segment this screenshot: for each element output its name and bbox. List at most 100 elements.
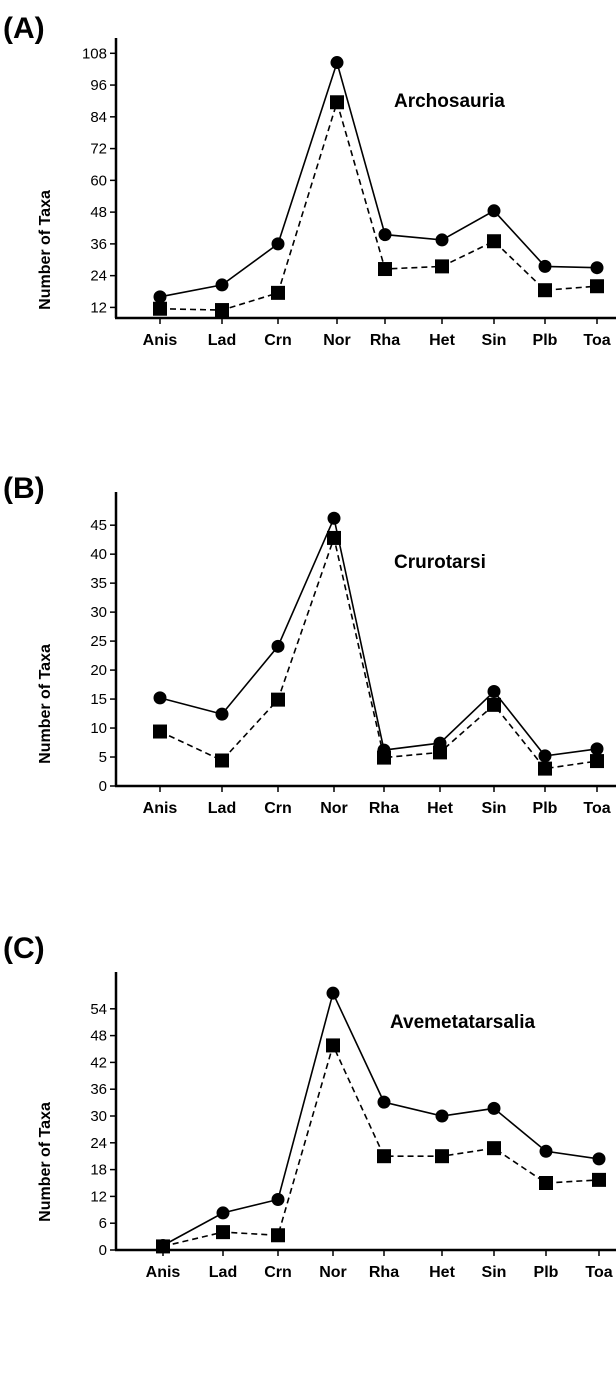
y-tick-label: 40 <box>90 546 107 563</box>
series-line-dashed-b <box>159 534 598 770</box>
data-point-square <box>271 285 285 300</box>
plot-area-b: 0 5 10 15 20 25 30 35 40 45 Anis Lad Crn Nor Rha Het Sin… <box>90 492 616 817</box>
y-tick-label: 10 <box>90 720 107 737</box>
data-point-circle <box>153 290 167 304</box>
y-tick-label: 30 <box>90 604 107 621</box>
chart-panel-c: (C) Number of Taxa Avemetatarsalia 0 6 12 1… <box>3 932 616 1281</box>
x-tick-label: Lad <box>209 1264 237 1281</box>
x-tick-label: Anis <box>146 1264 181 1281</box>
data-point-circle <box>487 1101 501 1115</box>
panel-label-b: (B) <box>3 472 45 505</box>
data-point-circle <box>153 691 167 705</box>
x-tick-label: Het <box>429 332 455 349</box>
y-axis-label-a: Number of Taxa <box>37 190 54 310</box>
plot-area-c: 0 6 12 18 24 30 36 42 48 54 Anis Lad Crn Nor Rha Het Sin… <box>90 972 616 1281</box>
x-tick-label: Rha <box>369 800 399 817</box>
data-point-circle <box>538 749 552 763</box>
data-point-square <box>378 262 392 277</box>
x-tick-label: Crn <box>264 1264 292 1281</box>
chart-panel-b: (B) Number of Taxa Crurotarsi 0 5 10 15 20 25… <box>3 472 616 817</box>
y-tick-label: 108 <box>82 45 107 62</box>
data-point-circle <box>487 204 501 218</box>
x-tick-label: Crn <box>264 332 292 349</box>
y-tick-label: 20 <box>90 662 107 679</box>
data-point-circle <box>216 1206 230 1220</box>
plot-area-a: 12 24 36 48 60 72 84 96 108 Anis Lad Crn Nor Rha Het Si… <box>82 38 616 349</box>
y-axis-label-b: Number of Taxa <box>37 644 54 764</box>
chart-title-a: Archosauria <box>394 91 505 112</box>
y-tick-label: 5 <box>99 749 107 766</box>
x-tick-label: Nor <box>320 800 348 817</box>
x-tick-label: Toa <box>585 1264 612 1281</box>
y-tick-label: 0 <box>99 778 107 795</box>
data-point-circle <box>330 56 344 70</box>
data-point-square <box>330 95 344 110</box>
chart-title-c: Avemetatarsalia <box>390 1012 535 1033</box>
data-point-circle <box>271 639 285 653</box>
x-tick-label: Plb <box>533 332 558 349</box>
y-tick-label: 12 <box>90 1188 107 1205</box>
data-point-square <box>538 283 552 298</box>
data-point-circle <box>590 261 604 275</box>
data-point-square <box>538 761 552 776</box>
data-point-circle <box>590 742 604 756</box>
data-point-square <box>215 303 229 318</box>
data-point-circle <box>435 233 449 247</box>
data-point-circle <box>327 511 341 525</box>
x-tick-label: Plb <box>534 1264 559 1281</box>
y-tick-label: 60 <box>90 172 107 189</box>
y-tick-label: 96 <box>90 77 107 94</box>
data-point-circle <box>378 228 392 242</box>
data-point-square <box>153 724 167 739</box>
data-point-square <box>487 234 501 249</box>
data-point-square <box>215 753 229 768</box>
series-line-solid-b <box>159 515 598 757</box>
y-tick-label: 72 <box>90 141 107 158</box>
x-tick-label: Nor <box>323 332 351 349</box>
x-tick-label: Nor <box>319 1264 347 1281</box>
y-tick-label: 18 <box>90 1162 107 1179</box>
data-point-square <box>487 1141 501 1156</box>
panel-label-a: (A) <box>3 12 45 45</box>
y-tick-label: 84 <box>90 109 107 126</box>
data-point-square <box>271 1228 285 1243</box>
x-tick-label: Sin <box>482 1264 507 1281</box>
data-point-circle <box>271 237 285 251</box>
x-tick-label: Sin <box>482 800 507 817</box>
y-tick-label: 15 <box>90 691 107 708</box>
data-point-circle <box>435 1109 449 1123</box>
y-tick-label: 24 <box>90 1135 107 1152</box>
data-point-square <box>435 1149 449 1164</box>
x-tick-label: Rha <box>370 332 400 349</box>
data-point-square <box>271 692 285 707</box>
series-line-dashed-a <box>159 99 598 311</box>
chart-title-b: Crurotarsi <box>394 552 486 573</box>
data-point-square <box>590 279 604 294</box>
y-axis-label-c: Number of Taxa <box>37 1102 54 1222</box>
data-point-circle <box>538 259 552 273</box>
y-tick-label: 30 <box>90 1108 107 1125</box>
y-tick-label: 25 <box>90 633 107 650</box>
data-point-circle <box>215 707 229 721</box>
data-point-square <box>153 301 167 316</box>
data-point-square <box>539 1176 553 1190</box>
data-point-square <box>435 259 449 274</box>
y-tick-label: 0 <box>99 1242 107 1259</box>
data-point-square <box>433 745 447 760</box>
y-tick-label: 48 <box>90 1028 107 1045</box>
data-point-square <box>327 530 341 545</box>
x-tick-label: Plb <box>533 800 558 817</box>
data-point-square <box>216 1225 230 1240</box>
x-tick-label: Toa <box>583 332 610 349</box>
data-point-square <box>590 754 604 769</box>
data-point-square <box>487 697 501 712</box>
x-tick-label: Het <box>429 1264 455 1281</box>
y-tick-label: 42 <box>90 1054 107 1071</box>
y-tick-label: 24 <box>90 268 107 285</box>
x-tick-label: Lad <box>208 332 236 349</box>
x-tick-label: Rha <box>369 1264 399 1281</box>
series-line-dashed-c <box>162 1043 600 1248</box>
x-tick-label: Crn <box>264 800 292 817</box>
data-point-circle <box>592 1152 606 1166</box>
data-point-square <box>592 1172 606 1187</box>
